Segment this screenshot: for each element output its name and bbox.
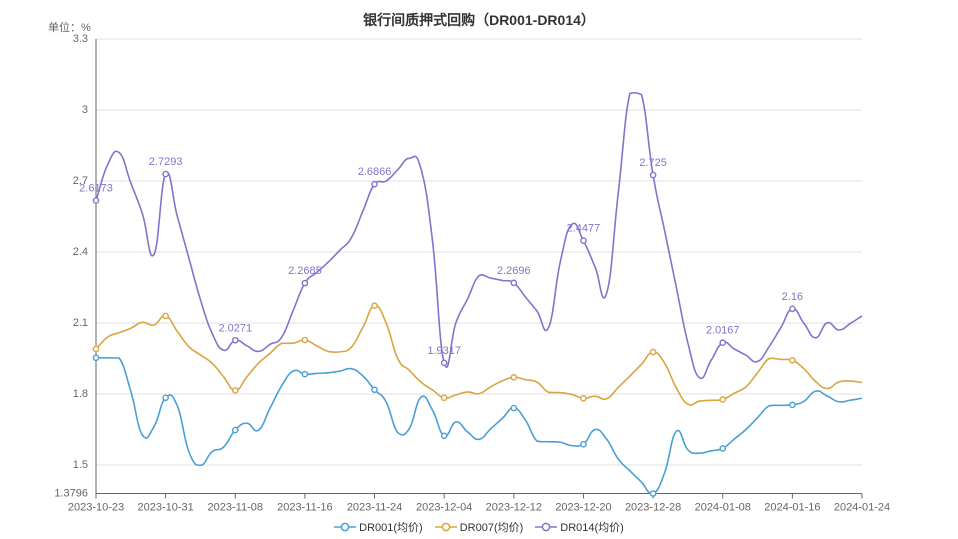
svg-text:2.2696: 2.2696	[497, 265, 531, 277]
svg-text:2024-01-08: 2024-01-08	[695, 501, 751, 513]
svg-text:2023-12-20: 2023-12-20	[555, 501, 611, 513]
svg-text:2023-12-12: 2023-12-12	[486, 501, 542, 513]
svg-text:2023-11-08: 2023-11-08	[208, 501, 263, 513]
svg-text:1.8: 1.8	[73, 388, 88, 400]
svg-text:3: 3	[82, 104, 88, 116]
svg-text:2023-12-28: 2023-12-28	[625, 501, 681, 513]
svg-text:2.16: 2.16	[782, 291, 803, 303]
svg-text:2023-11-24: 2023-11-24	[347, 501, 402, 513]
svg-text:1.9317: 1.9317	[427, 345, 461, 357]
svg-text:2024-01-16: 2024-01-16	[764, 501, 820, 513]
svg-text:2.6173: 2.6173	[79, 183, 113, 195]
svg-text:2.725: 2.725	[639, 157, 667, 169]
svg-text:3.3: 3.3	[73, 33, 88, 45]
svg-text:1.3796: 1.3796	[54, 487, 88, 499]
svg-text:2.1: 2.1	[73, 317, 88, 329]
svg-text:2023-11-16: 2023-11-16	[277, 501, 332, 513]
svg-text:2.0167: 2.0167	[706, 325, 740, 337]
svg-text:2.4477: 2.4477	[567, 223, 601, 235]
svg-text:2023-10-23: 2023-10-23	[68, 501, 124, 513]
svg-text:2.0271: 2.0271	[218, 322, 252, 334]
svg-text:2.7293: 2.7293	[149, 156, 183, 168]
svg-text:2024-01-24: 2024-01-24	[834, 501, 890, 513]
svg-text:2023-12-04: 2023-12-04	[416, 501, 472, 513]
svg-text:1.5: 1.5	[73, 459, 88, 471]
svg-text:2.6866: 2.6866	[358, 166, 392, 178]
svg-text:2.4: 2.4	[73, 246, 88, 258]
svg-text:2023-10-31: 2023-10-31	[137, 501, 193, 513]
svg-text:2.2685: 2.2685	[288, 265, 322, 277]
